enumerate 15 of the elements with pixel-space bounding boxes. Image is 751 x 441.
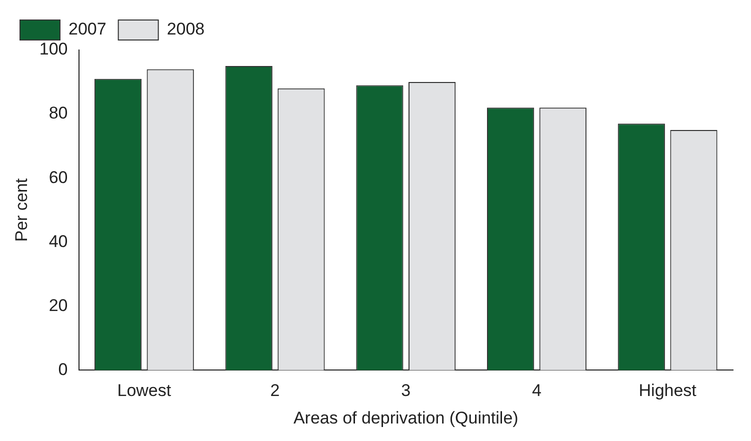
y-axis-title: Per cent [12,178,31,242]
x-tick-label: 2 [270,381,280,400]
x-tick-label: Highest [638,381,697,400]
y-tick-label: 80 [48,104,68,123]
x-tick-label: 4 [532,381,542,400]
x-tick-label: 3 [401,381,411,400]
y-tick-label: 100 [39,40,68,59]
legend-label: 2007 [68,20,106,39]
y-tick-label: 60 [48,168,68,187]
y-tick-label: 40 [48,232,68,251]
x-tick-label: Lowest [117,381,172,400]
x-axis-title: Areas of deprivation (Quintile) [293,408,518,428]
y-tick-label: 20 [48,296,68,315]
y-tick-label: 0 [58,360,68,379]
legend-label: 2008 [166,20,205,39]
